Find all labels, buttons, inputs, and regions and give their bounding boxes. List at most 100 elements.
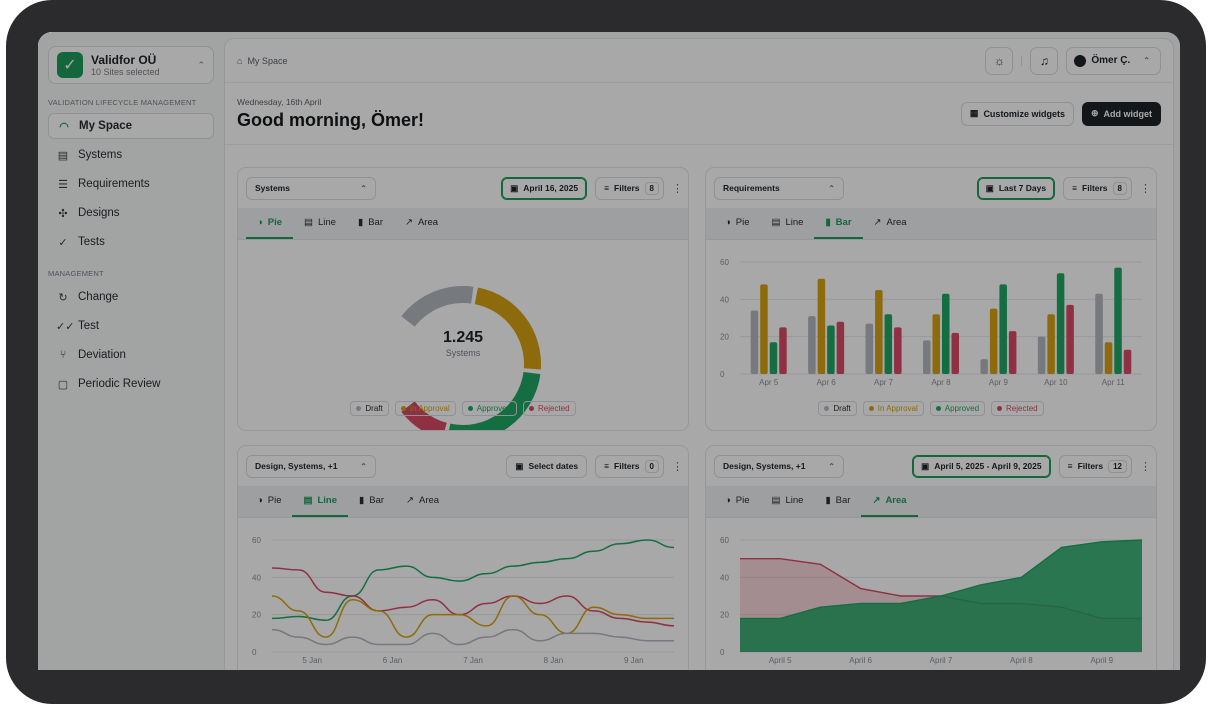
- legend-item[interactable]: Approved: [461, 401, 518, 416]
- date-range-button[interactable]: ▣ April 5, 2025 - April 9, 2025: [912, 454, 1051, 478]
- tab-label: Area: [886, 217, 907, 228]
- sidebar-item-designs[interactable]: ✣ Designs: [48, 200, 214, 226]
- filters-button[interactable]: ≡ Filters 8: [595, 176, 664, 200]
- filters-label: Filters: [614, 461, 640, 471]
- customize-widgets-button[interactable]: ▦ Customize widgets: [960, 101, 1074, 126]
- sidebar-item-requirements[interactable]: ☰ Requirements: [48, 171, 214, 197]
- tab-line[interactable]: ▤ Line: [760, 486, 814, 517]
- section-label: VALIDATION LIFECYCLE MANAGEMENT: [48, 98, 197, 107]
- more-vertical-icon[interactable]: ⋮: [672, 182, 683, 195]
- date-range-button[interactable]: ▣ Select dates: [506, 454, 588, 478]
- sidebar: ✓ Validfor OÜ 10 Sites selected ⌃ VALIDA…: [38, 32, 224, 670]
- widget-card: Design, Systems, +1 ⌃ ▣ April 5, 2025 - Apr…: [705, 445, 1157, 670]
- filters-button[interactable]: ≡ Filters 12: [1058, 454, 1132, 478]
- chart-type-tabs: ◑ Pie ▤ Line ▮ Bar ↗ Area: [706, 486, 1156, 518]
- legend-item[interactable]: Draft: [350, 401, 389, 416]
- chevron-updown-icon: ⌃: [360, 461, 367, 471]
- legend-item[interactable]: In Approval: [394, 401, 456, 416]
- legend-label: Approved: [476, 404, 512, 413]
- device-frame: ✓ Validfor OÜ 10 Sites selected ⌃ VALIDA…: [6, 0, 1206, 704]
- add-widget-button[interactable]: ⊕ Add widget: [1081, 101, 1161, 126]
- breadcrumb[interactable]: ⌂ My Space: [237, 56, 287, 66]
- widget-header: Design, Systems, +1 ⌃ ▣ Select dates ≡ Filter…: [238, 446, 688, 486]
- tab-bar[interactable]: ▮ Bar: [348, 486, 395, 517]
- plus-circle-icon: ⊕: [1090, 108, 1099, 118]
- bar: [750, 310, 759, 374]
- org-switcher[interactable]: ✓ Validfor OÜ 10 Sites selected ⌃: [48, 46, 214, 84]
- bar: [1037, 336, 1046, 374]
- data-source-value: Design, Systems, +1: [255, 461, 338, 471]
- more-vertical-icon[interactable]: ⋮: [1140, 182, 1151, 195]
- sidebar-item-my-space[interactable]: ◠ My Space: [48, 113, 214, 139]
- branch-icon: ⑂: [59, 349, 67, 361]
- tab-area[interactable]: ↗ Area: [395, 486, 450, 517]
- bar: [999, 284, 1007, 374]
- tab-line[interactable]: ▤ Line: [292, 486, 348, 517]
- date-range-button[interactable]: ▣ April 16, 2025: [501, 176, 588, 200]
- sidebar-item-periodic-review[interactable]: ▢ Periodic Review: [48, 371, 214, 397]
- data-source-select[interactable]: Systems ⌃: [246, 176, 376, 200]
- tab-label: Bar: [835, 217, 852, 228]
- bar: [1047, 314, 1055, 374]
- legend-item[interactable]: In Approval: [862, 401, 924, 416]
- bar: [865, 323, 874, 374]
- widget-grid: Systems ⌃ ▣ April 16, 2025 ≡ Filters 8 ⋮ ◑ Pie ▤ Li…: [237, 167, 1163, 670]
- data-source-select[interactable]: Requirements ⌃: [714, 176, 844, 200]
- filters-button[interactable]: ≡ Filters 0: [595, 454, 664, 478]
- tab-bar[interactable]: ▮ Bar: [814, 208, 863, 239]
- data-source-select[interactable]: Design, Systems, +1 ⌃: [246, 454, 376, 478]
- sidebar-item-systems[interactable]: ▤ Systems: [48, 142, 214, 168]
- widget-controls: ▣ Last 7 Days ≡ Filters 8 ⋮: [976, 176, 1151, 200]
- chevron-updown-icon: ⌃: [1143, 56, 1150, 65]
- filters-button[interactable]: ≡ Filters 8: [1063, 176, 1132, 200]
- legend-item[interactable]: Approved: [929, 401, 986, 416]
- bar: [760, 284, 768, 374]
- gauge-label: Systems: [446, 348, 481, 358]
- more-vertical-icon[interactable]: ⋮: [672, 460, 683, 473]
- trend-icon: ↗: [406, 495, 414, 506]
- sidebar-item-change[interactable]: ↻ Change: [48, 284, 214, 310]
- notifications-button[interactable]: ♫: [1030, 46, 1059, 75]
- data-source-value: Systems: [255, 183, 290, 193]
- bar-chart-icon: ▮: [825, 495, 831, 506]
- tab-pie[interactable]: ◑ Pie: [714, 486, 760, 517]
- tab-bar[interactable]: ▮ Bar: [347, 208, 394, 239]
- tab-line[interactable]: ▤ Line: [760, 208, 814, 239]
- tab-pie[interactable]: ◑ Pie: [714, 208, 760, 239]
- tab-pie[interactable]: ◑ Pie: [246, 208, 294, 239]
- trend-icon: ↗: [872, 495, 881, 506]
- tab-label: Line: [318, 217, 336, 228]
- data-source-select[interactable]: Design, Systems, +1 ⌃: [714, 454, 844, 478]
- tab-area[interactable]: ↗ Area: [861, 486, 918, 517]
- chart-type-tabs: ◑ Pie ▤ Line ▮ Bar ↗ Area: [238, 486, 688, 518]
- tab-label: Line: [317, 495, 337, 506]
- sidebar-item-deviation[interactable]: ⑂ Deviation: [48, 342, 214, 368]
- calendar-icon: ▣: [921, 460, 930, 471]
- trend-icon: ↗: [873, 217, 882, 228]
- gauge-slice: [449, 371, 541, 430]
- widget-card: Requirements ⌃ ▣ Last 7 Days ≡ Filters 8 ⋮ ◑ Pie ▤…: [705, 167, 1157, 431]
- tab-line[interactable]: ▤ Line: [293, 208, 347, 239]
- grid-icon: ▦: [969, 108, 979, 118]
- legend-item[interactable]: Draft: [818, 401, 857, 416]
- tab-pie[interactable]: ◑ Pie: [246, 486, 292, 517]
- tab-area[interactable]: ↗ Area: [863, 208, 918, 239]
- greeting-date: Wednesday, 16th April: [237, 96, 322, 107]
- pie-icon: ◑: [725, 495, 731, 506]
- user-menu[interactable]: Ömer Ç. ⌃: [1066, 46, 1161, 75]
- tab-bar[interactable]: ▮ Bar: [814, 486, 861, 517]
- theme-toggle-button[interactable]: ☼: [985, 46, 1014, 75]
- pie-icon: ◑: [257, 495, 263, 506]
- sidebar-item-test[interactable]: ✓✓ Test: [48, 313, 214, 339]
- date-range-button[interactable]: ▣ Last 7 Days: [976, 176, 1056, 200]
- y-tick-label: 60: [720, 258, 729, 267]
- add-widget-label: Add widget: [1103, 108, 1153, 119]
- legend-item[interactable]: Rejected: [523, 401, 576, 416]
- sidebar-item-tests[interactable]: ✓ Tests: [48, 229, 214, 255]
- more-vertical-icon[interactable]: ⋮: [1140, 460, 1151, 473]
- tab-area[interactable]: ↗ Area: [394, 208, 449, 239]
- legend-item[interactable]: Rejected: [991, 401, 1044, 416]
- tab-label: Area: [885, 495, 907, 506]
- area-chart: 0 20 40 60 April 5 April 6 April 7 April 8 April…: [720, 536, 1143, 665]
- divider: [1021, 55, 1023, 66]
